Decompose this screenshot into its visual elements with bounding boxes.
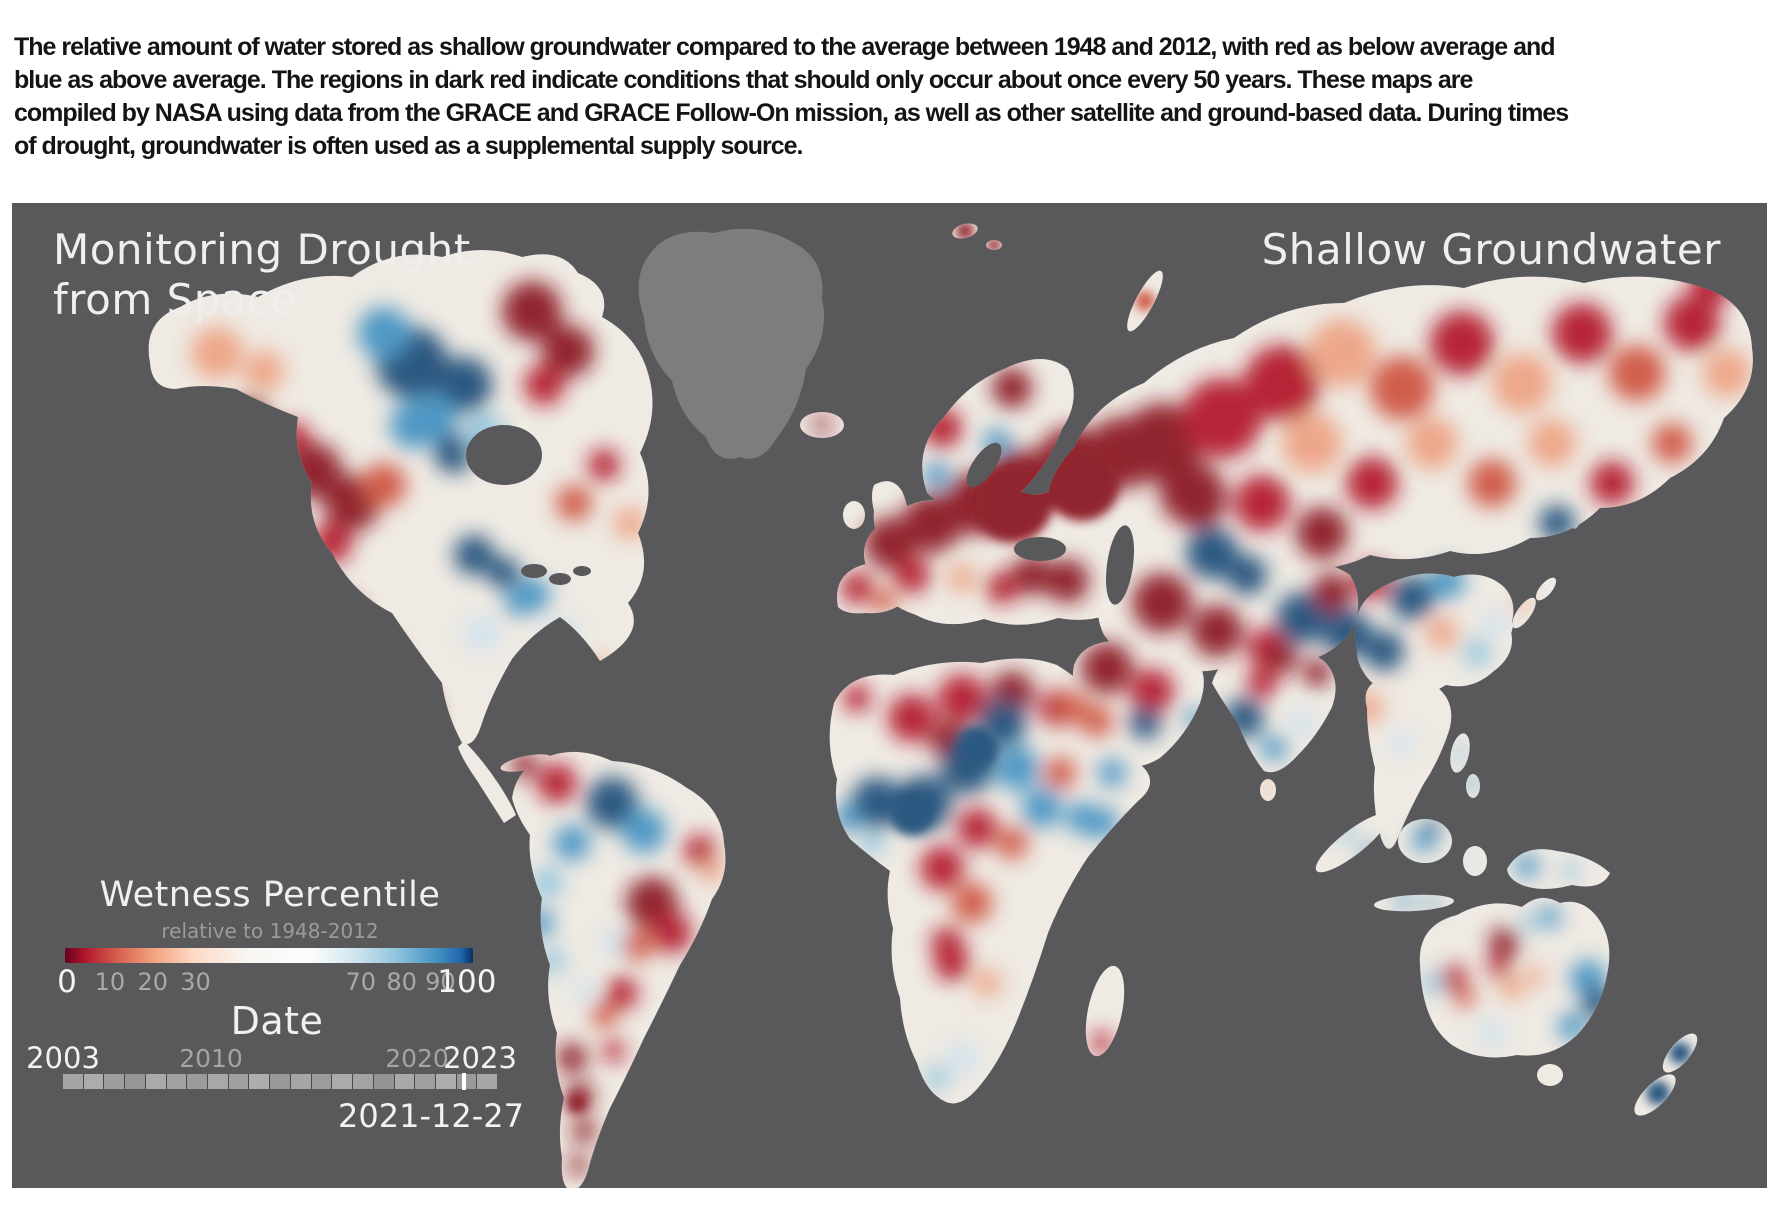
caspian-sea xyxy=(1105,525,1135,605)
timeline-segment xyxy=(83,1074,104,1089)
timeline-position-marker[interactable] xyxy=(462,1073,467,1090)
timeline-segment xyxy=(249,1074,270,1089)
timeline-year-labels: 2003 2010 2020 2023 xyxy=(12,1041,572,1075)
map-title-left-line2: from Space xyxy=(53,275,298,324)
timeline-segment xyxy=(187,1074,208,1089)
timeline-segment xyxy=(311,1074,332,1089)
timeline-track[interactable] xyxy=(63,1073,498,1090)
colorbar-tick-100: 100 xyxy=(437,964,497,1000)
timeline-title: Date xyxy=(230,999,324,1043)
map-title-left: Monitoring Drought from Space xyxy=(53,225,471,325)
timeline-segment xyxy=(477,1074,498,1089)
timeline-segment xyxy=(125,1074,145,1089)
timeline-segment xyxy=(145,1074,166,1089)
world-map xyxy=(12,203,1767,1188)
timeline-segment xyxy=(63,1074,83,1089)
legend-title: Wetness Percentile xyxy=(99,875,441,915)
colorbar-tick-90: 90 xyxy=(425,968,456,996)
wetness-overlay xyxy=(191,222,1751,1175)
baltic-sea xyxy=(966,442,1002,488)
colorbar xyxy=(65,948,473,963)
timeline-segment xyxy=(394,1074,415,1089)
timeline-year-2010: 2010 xyxy=(179,1044,243,1073)
black-sea xyxy=(1014,537,1066,561)
colorbar-tick-10: 10 xyxy=(94,968,126,996)
inland-seas xyxy=(466,425,1135,605)
hudson-bay xyxy=(466,425,542,485)
timeline-segment xyxy=(166,1074,187,1089)
current-date-label: 2021-12-27 xyxy=(338,1097,524,1135)
timeline-segment xyxy=(270,1074,290,1089)
timeline-segment xyxy=(353,1074,373,1089)
timeline-year-2023: 2023 xyxy=(443,1041,517,1075)
colorbar-tick-20: 20 xyxy=(137,968,168,996)
timeline-year-2020: 2020 xyxy=(385,1044,449,1073)
timeline-segment xyxy=(456,1074,477,1089)
map-title-right: Shallow Groundwater xyxy=(1261,225,1721,274)
timeline-segment xyxy=(415,1074,435,1089)
colorbar-tick-70: 70 xyxy=(345,968,377,996)
timeline-segment xyxy=(228,1074,249,1089)
legend-subtitle: relative to 1948-2012 xyxy=(161,919,379,943)
timeline-segment xyxy=(208,1074,228,1089)
colorbar-tick-80: 80 xyxy=(386,968,417,996)
greenland-no-data xyxy=(638,228,824,459)
colorbar-ticks: 0 10 20 30 70 80 90 100 xyxy=(57,964,496,1000)
timeline-segment xyxy=(290,1074,311,1089)
caption-text: The relative amount of water stored as s… xyxy=(14,33,1569,160)
timeline-year-2003: 2003 xyxy=(26,1041,100,1075)
colorbar-tick-0: 0 xyxy=(57,964,77,1000)
timeline-segment xyxy=(332,1074,353,1089)
timeline-segment xyxy=(373,1074,394,1089)
map-title-left-line1: Monitoring Drought xyxy=(53,225,471,274)
colorbar-tick-30: 30 xyxy=(180,968,211,996)
timeline-segment xyxy=(104,1074,125,1089)
timeline-segment xyxy=(435,1074,456,1089)
map-panel: Monitoring Drought from Space Shallow Gr… xyxy=(12,203,1767,1188)
